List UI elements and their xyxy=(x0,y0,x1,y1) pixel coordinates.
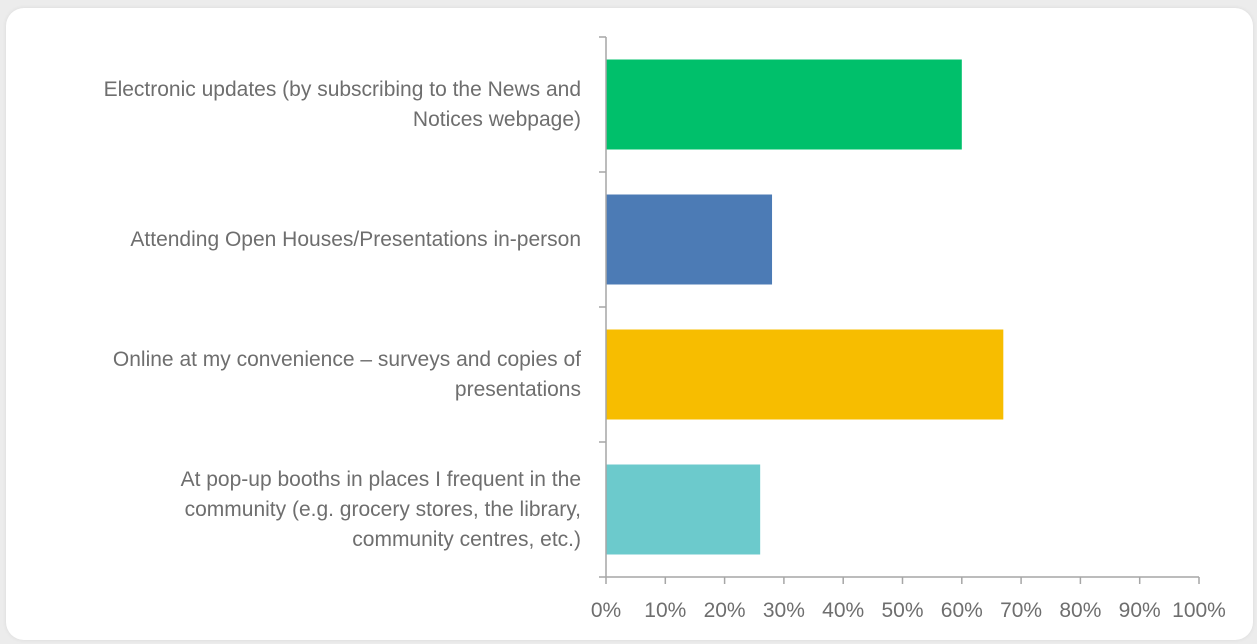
x-tick-label: 90% xyxy=(1118,599,1161,622)
category-label-line: Notices webpage) xyxy=(412,107,581,131)
bar-1 xyxy=(606,59,962,150)
category-label: At pop-up booths in places I frequent in… xyxy=(11,465,581,555)
category-label: Attending Open Houses/Presentations in-p… xyxy=(11,225,581,255)
x-tick-label: 80% xyxy=(1059,599,1102,622)
bar-3 xyxy=(606,329,1004,420)
category-label-line: community centres, etc.) xyxy=(352,527,581,551)
category-label-line: community (e.g. grocery stores, the libr… xyxy=(184,497,581,521)
category-label: Online at my convenience – surveys and c… xyxy=(11,345,581,405)
x-tick-label: 0% xyxy=(590,599,622,622)
x-tick-label: 30% xyxy=(762,599,805,622)
category-label-line: Online at my convenience – surveys and c… xyxy=(112,347,581,371)
category-label-line: At pop-up booths in places I frequent in… xyxy=(180,467,581,491)
x-tick-label: 40% xyxy=(822,599,865,622)
x-tick-label: 50% xyxy=(881,599,924,622)
x-tick-label: 60% xyxy=(940,599,983,622)
category-label-line: presentations xyxy=(454,377,581,401)
category-label-line: Attending Open Houses/Presentations in-p… xyxy=(130,227,581,251)
bar-4 xyxy=(606,464,761,555)
x-tick-label: 70% xyxy=(1000,599,1043,622)
x-tick-label: 10% xyxy=(644,599,687,622)
category-label-line: Electronic updates (by subscribing to th… xyxy=(103,77,581,101)
x-tick-label: 100% xyxy=(1172,599,1226,622)
bar-2 xyxy=(606,194,773,285)
category-label: Electronic updates (by subscribing to th… xyxy=(11,75,581,135)
x-tick-label: 20% xyxy=(703,599,746,622)
